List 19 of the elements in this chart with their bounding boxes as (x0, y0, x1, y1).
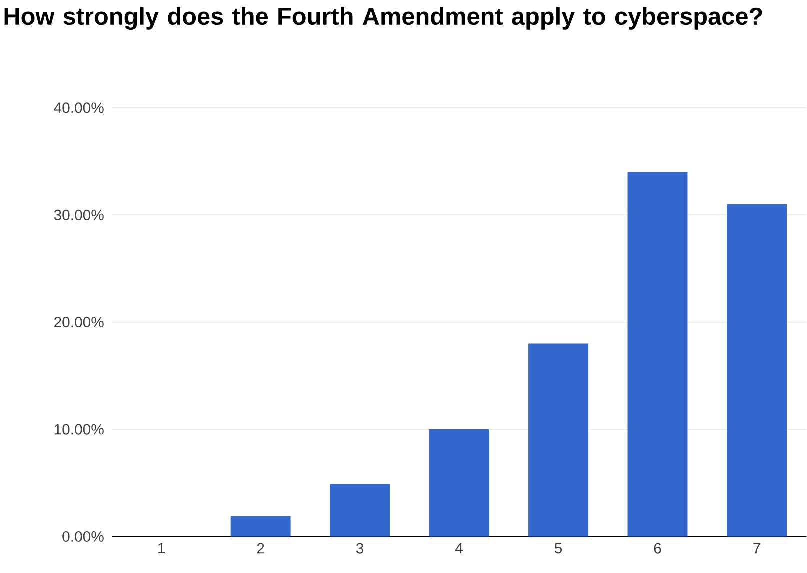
x-tick-label: 5 (554, 543, 562, 554)
bar (429, 430, 490, 537)
chart-title: How strongly does the Fourth Amendment apply to cyberspace? (4, 7, 762, 30)
bar (628, 172, 688, 537)
x-tick-label: 4 (455, 543, 463, 554)
y-tick-label: 0.00% (62, 532, 104, 542)
bar (330, 484, 390, 537)
x-tick-label: 1 (158, 543, 165, 554)
y-tick-label: 30.00% (54, 210, 104, 221)
y-tick-label: 10.00% (54, 424, 104, 435)
y-tick-label: 40.00% (54, 102, 104, 114)
x-tick-label: 2 (257, 543, 264, 554)
bar (230, 516, 291, 537)
bar (528, 344, 588, 537)
x-tick-label: 6 (654, 543, 662, 554)
bar (727, 204, 787, 537)
x-tick-label: 3 (356, 543, 364, 554)
y-tick-label: 20.00% (54, 317, 104, 328)
x-tick-label: 7 (754, 543, 760, 554)
